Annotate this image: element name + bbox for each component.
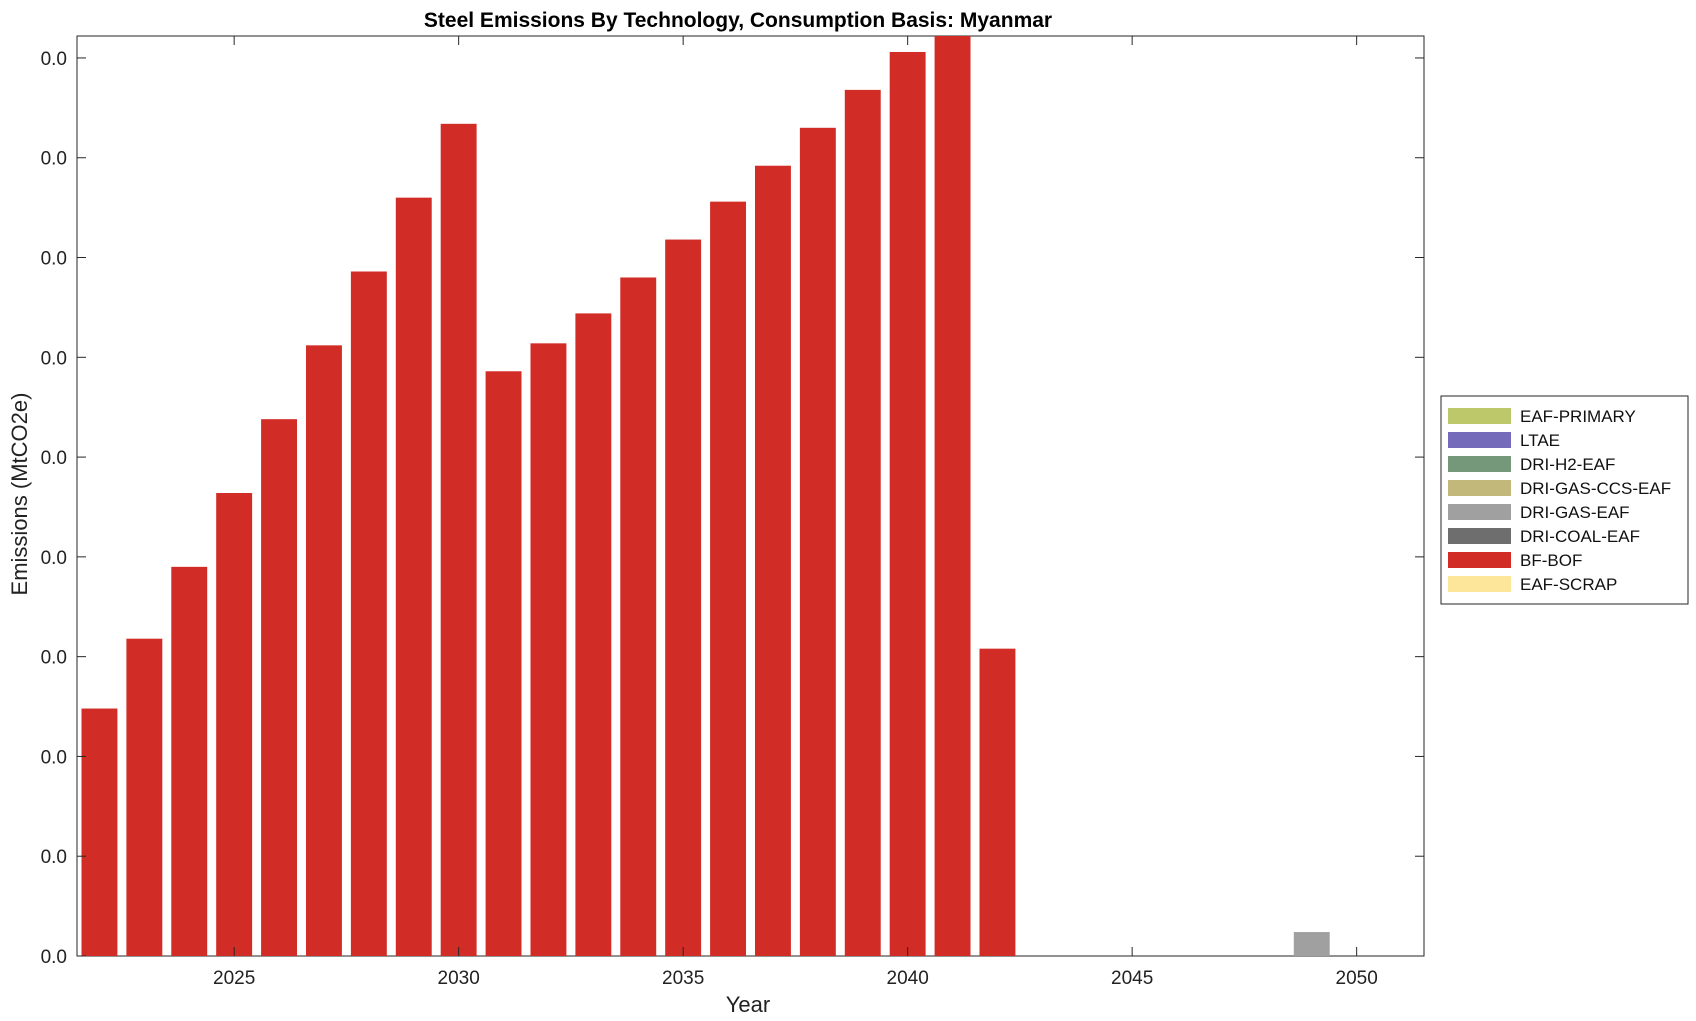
bar-bf-bof-2029 bbox=[395, 197, 432, 956]
bar-bf-bof-2041 bbox=[934, 36, 971, 956]
legend: EAF-PRIMARY LTAE DRI-H2-EAF DRI-GAS-CCS-EAF… bbox=[1440, 395, 1689, 605]
legend-swatch-eaf-primary bbox=[1448, 408, 1511, 424]
y-tick-label: 0.0 bbox=[41, 448, 67, 469]
legend-label-bf-bof: BF-BOF bbox=[1520, 551, 1582, 570]
y-tick-label: 0.0 bbox=[41, 648, 67, 669]
x-tick-label: 2025 bbox=[213, 968, 255, 989]
legend-swatch-dri-gas-ccs-eaf bbox=[1448, 480, 1511, 496]
legend-label-ltae: LTAE bbox=[1520, 431, 1560, 450]
bar-bf-bof-2028 bbox=[350, 271, 387, 956]
x-tick-label: 2045 bbox=[1111, 968, 1153, 989]
legend-swatch-dri-gas-eaf bbox=[1448, 504, 1511, 520]
bar-bf-bof-2030 bbox=[440, 123, 477, 956]
legend-label-eaf-scrap: EAF-SCRAP bbox=[1520, 575, 1617, 594]
plot-area: 0.0 0.0 0.0 0.0 0.0 0.0 0.0 0.0 0.0 0.0 2025 2030 20… bbox=[41, 35, 1425, 989]
y-tick-label: 0.0 bbox=[41, 747, 67, 768]
y-tick-label: 0.0 bbox=[41, 847, 67, 868]
axes-box bbox=[76, 35, 1425, 957]
bar-bf-bof-2031 bbox=[485, 371, 522, 956]
legend-swatch-eaf-scrap bbox=[1448, 576, 1511, 592]
legend-swatch-bf-bof bbox=[1448, 552, 1511, 568]
legend-swatch-ltae bbox=[1448, 432, 1511, 448]
bar-bf-bof-2040 bbox=[889, 51, 926, 957]
x-tick-label: 2040 bbox=[887, 968, 929, 989]
bar-bf-bof-2034 bbox=[620, 277, 657, 957]
bar-bf-bof-2023 bbox=[126, 638, 163, 956]
bar-bf-bof-2024 bbox=[171, 566, 208, 956]
legend-label-dri-h2-eaf: DRI-H2-EAF bbox=[1520, 455, 1615, 474]
x-tick-label: 2030 bbox=[438, 968, 480, 989]
y-tick-label: 0.0 bbox=[41, 548, 67, 569]
bar-bf-bof-2022 bbox=[81, 708, 118, 956]
y-tick-label: 0.0 bbox=[41, 149, 67, 170]
legend-label-eaf-primary: EAF-PRIMARY bbox=[1520, 407, 1636, 426]
legend-label-dri-gas-ccs-eaf: DRI-GAS-CCS-EAF bbox=[1520, 479, 1671, 498]
bar-bf-bof-2026 bbox=[261, 419, 298, 956]
bar-bf-bof-2037 bbox=[754, 165, 791, 957]
x-tick-label: 2035 bbox=[662, 968, 704, 989]
bar-bf-bof-2038 bbox=[799, 127, 836, 957]
bar-bf-bof-2035 bbox=[665, 239, 702, 956]
legend-swatch-dri-coal-eaf bbox=[1448, 528, 1511, 544]
legend-label-dri-coal-eaf: DRI-COAL-EAF bbox=[1520, 527, 1640, 546]
bar-bf-bof-2032 bbox=[530, 343, 567, 957]
legend-swatch-dri-h2-eaf bbox=[1448, 456, 1511, 472]
x-axis-label: Year bbox=[726, 992, 770, 1017]
y-tick-label: 0.0 bbox=[41, 947, 67, 968]
y-tick-label: 0.0 bbox=[41, 348, 67, 369]
legend-label-dri-gas-eaf: DRI-GAS-EAF bbox=[1520, 503, 1630, 522]
y-tick-label: 0.0 bbox=[41, 249, 67, 270]
bar-bf-bof-2042 bbox=[979, 648, 1016, 956]
bar-bf-bof-2027 bbox=[305, 345, 342, 957]
x-tick-label: 2050 bbox=[1336, 968, 1378, 989]
bar-bf-bof-2039 bbox=[844, 89, 881, 956]
bar-bf-bof-2036 bbox=[710, 201, 747, 956]
y-axis-label: Emissions (MtCO2e) bbox=[7, 393, 32, 596]
bar-dri-gas-eaf-2049 bbox=[1293, 932, 1330, 956]
y-tick-label: 0.0 bbox=[41, 49, 67, 70]
bar-bf-bof-2033 bbox=[575, 313, 612, 956]
chart-title: Steel Emissions By Technology, Consumpti… bbox=[424, 9, 1052, 32]
bar-bf-bof-2025 bbox=[216, 493, 253, 956]
legend-box bbox=[1440, 395, 1689, 605]
